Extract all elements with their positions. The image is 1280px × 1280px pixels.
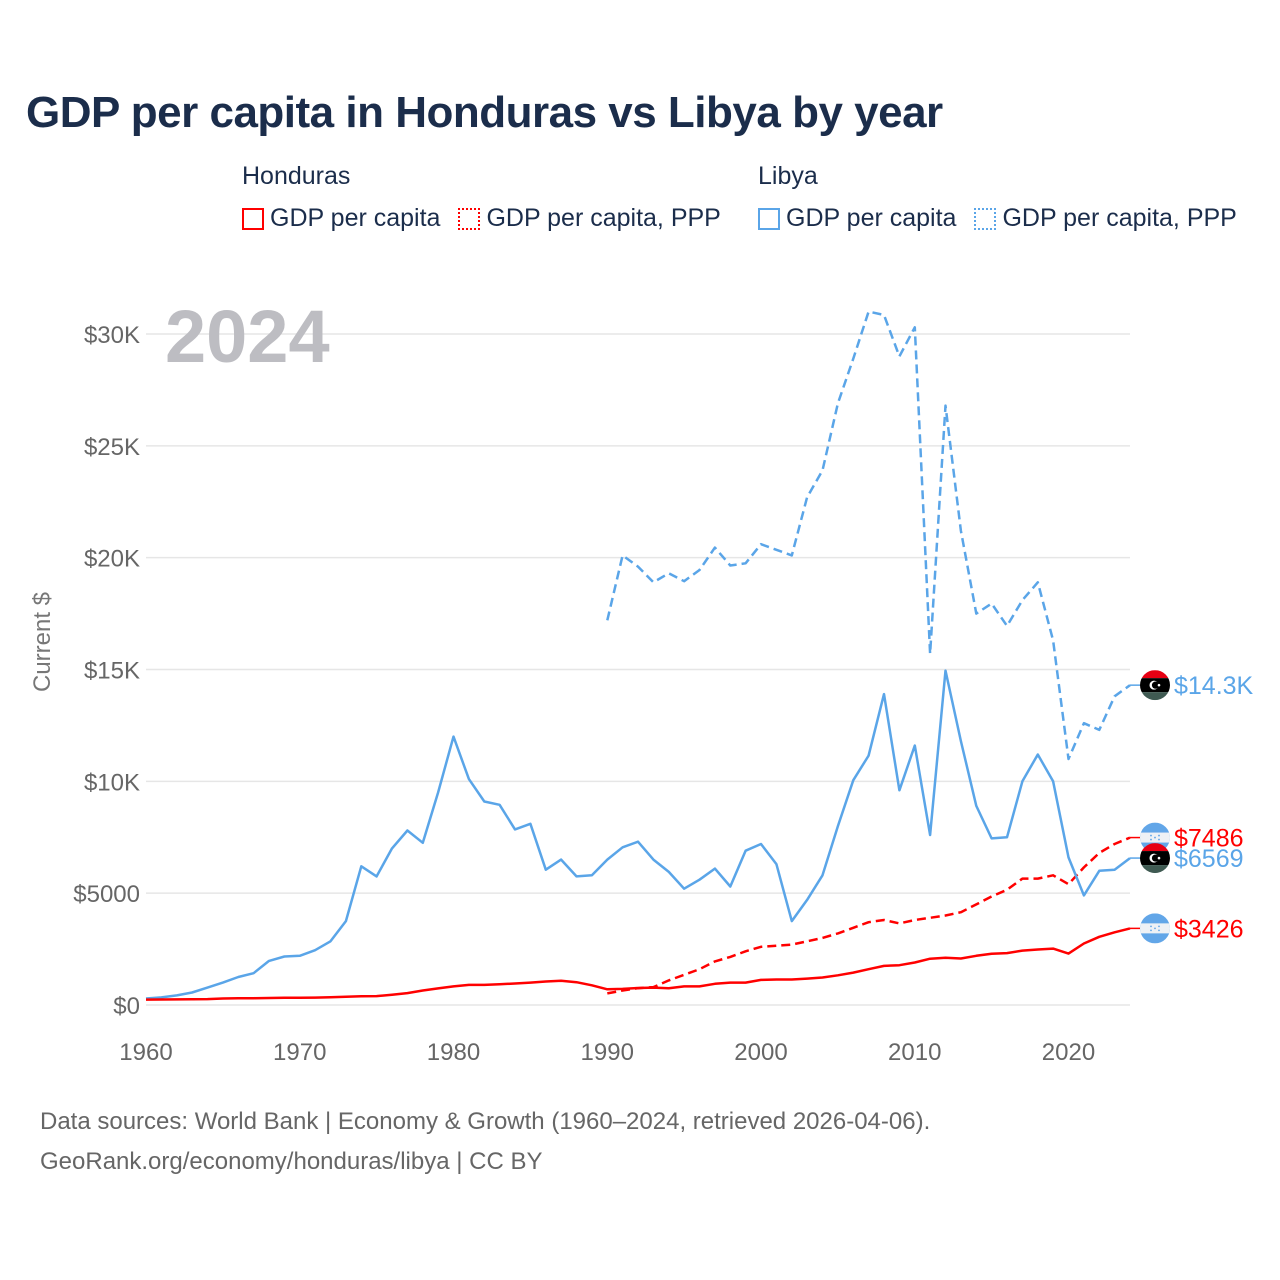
star-icon (1150, 838, 1152, 841)
legend-label: GDP per capita (270, 204, 441, 232)
legend-swatch-dotted (458, 207, 481, 230)
legend-label: GDP per capita (786, 204, 957, 232)
y-tick-label: $20K (84, 546, 140, 573)
star-icon (1157, 856, 1161, 860)
y-tick-label: $30K (84, 322, 140, 349)
year-watermark: 2024 (165, 295, 330, 378)
star-icon (1158, 929, 1160, 932)
x-tick-label: 1970 (273, 1039, 326, 1066)
star-icon (1154, 836, 1156, 839)
legend-label: GDP per capita, PPP (1002, 204, 1237, 232)
crescent-cut (1151, 681, 1160, 689)
legend-item-honduras-gdp[interactable]: GDP per capita (242, 204, 440, 233)
star-icon (1154, 927, 1156, 930)
x-tick-label: 2000 (734, 1039, 787, 1066)
legend-item-libya-gdp-ppp[interactable]: GDP per capita, PPP (974, 204, 1237, 233)
legend-label: GDP per capita, PPP (486, 204, 721, 232)
y-axis-label: Current $ (29, 592, 56, 692)
legend-group-libya: Libya GDP per capita GDP per capita, PPP (758, 162, 1237, 233)
chart-title: GDP per capita in Honduras vs Libya by y… (26, 88, 943, 137)
star-icon (1150, 925, 1152, 928)
legend-item-honduras-gdp-ppp[interactable]: GDP per capita, PPP (458, 204, 721, 233)
legend-group-honduras: Honduras GDP per capita GDP per capita, … (242, 162, 721, 233)
series-line-honduras-gdp-per-capita (145, 927, 1131, 1001)
flag-stripe-green (1140, 692, 1170, 701)
star-icon (1157, 683, 1161, 687)
y-tick-label: $15K (84, 658, 140, 685)
star-icon (1158, 925, 1160, 928)
libya-flag-icon (1140, 670, 1170, 701)
y-tick-label: $5000 (73, 881, 140, 908)
footer-sources: Data sources: World Bank | Economy & Gro… (40, 1108, 931, 1135)
flag-stripe-red (1140, 670, 1170, 679)
y-tick-label: $0 (113, 993, 140, 1020)
end-value-label: $14.3K (1174, 672, 1254, 700)
x-tick-label: 1990 (581, 1039, 634, 1066)
star-icon (1158, 838, 1160, 841)
crescent-cut (1151, 854, 1160, 862)
flag-stripe-red (1140, 843, 1170, 852)
legend-group-title: Honduras (242, 162, 351, 190)
y-tick-label: $25K (84, 434, 140, 461)
x-tick-label: 1960 (119, 1039, 172, 1066)
legend-swatch-solid (242, 207, 264, 230)
star-icon (1150, 929, 1152, 932)
legend-swatch-solid (758, 207, 780, 230)
footer-attribution[interactable]: GeoRank.org/economy/honduras/libya | CC … (40, 1148, 543, 1175)
series-line-libya-gdp-per-capita-ppp (606, 310, 1131, 761)
flag-stripe-green (1140, 865, 1170, 874)
legend-swatch-dotted (974, 207, 997, 230)
honduras-flag-icon (1140, 913, 1170, 944)
legend-item-libya-gdp[interactable]: GDP per capita (758, 204, 956, 233)
y-tick-label: $10K (84, 769, 140, 796)
x-tick-label: 2010 (888, 1039, 941, 1066)
x-tick-label: 2020 (1042, 1039, 1095, 1066)
end-value-label: $3426 (1174, 915, 1244, 943)
series-line-libya-gdp-per-capita (145, 669, 1131, 1000)
legend-group-title: Libya (758, 162, 818, 190)
end-value-label: $6569 (1174, 845, 1244, 873)
series-line-honduras-gdp-per-capita-ppp (607, 836, 1131, 995)
star-icon (1158, 834, 1160, 837)
x-tick-label: 1980 (427, 1039, 480, 1066)
star-icon (1150, 834, 1152, 837)
libya-flag-icon (1140, 843, 1170, 874)
end-value-label: $7486 (1174, 825, 1244, 853)
